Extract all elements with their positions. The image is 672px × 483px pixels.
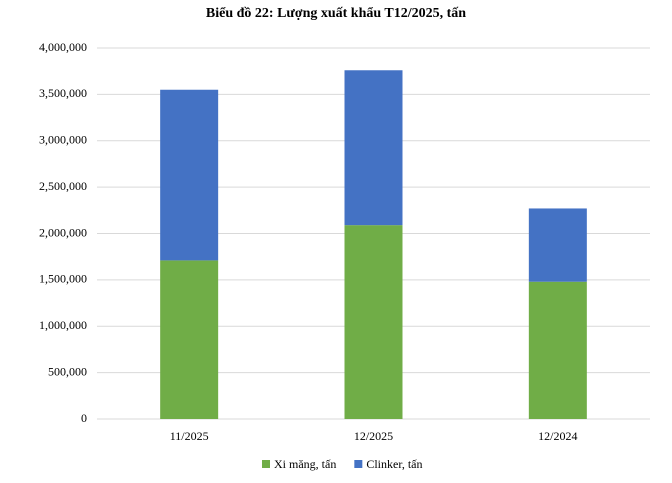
bar-segment	[528, 208, 587, 282]
legend-swatch	[262, 460, 270, 468]
bar-segment	[160, 260, 219, 419]
y-tick-label: 1,000,000	[39, 318, 87, 332]
bar-segment	[528, 281, 587, 419]
y-tick-label: 1,500,000	[39, 272, 87, 286]
y-tick-label: 3,000,000	[39, 133, 87, 147]
bar-segment	[344, 70, 403, 226]
y-tick-label: 0	[81, 411, 87, 425]
legend-label: Clinker, tấn	[366, 457, 422, 471]
y-tick-label: 2,500,000	[39, 179, 87, 193]
y-tick-label: 500,000	[48, 364, 87, 378]
y-tick-label: 2,000,000	[39, 225, 87, 239]
x-tick-label: 11/2025	[170, 429, 209, 443]
bar-segment	[160, 89, 219, 261]
y-tick-label: 4,000,000	[39, 40, 87, 54]
legend-swatch	[354, 460, 363, 468]
y-tick-label: 3,500,000	[39, 86, 87, 100]
x-tick-label: 12/2025	[354, 429, 393, 443]
chart-title: Biểu đồ 22: Lượng xuất khẩu T12/2025, tấ…	[206, 6, 466, 21]
bar-segment	[344, 225, 403, 419]
legend-label: Xi măng, tấn	[274, 457, 336, 471]
x-tick-label: 12/2024	[538, 429, 577, 443]
